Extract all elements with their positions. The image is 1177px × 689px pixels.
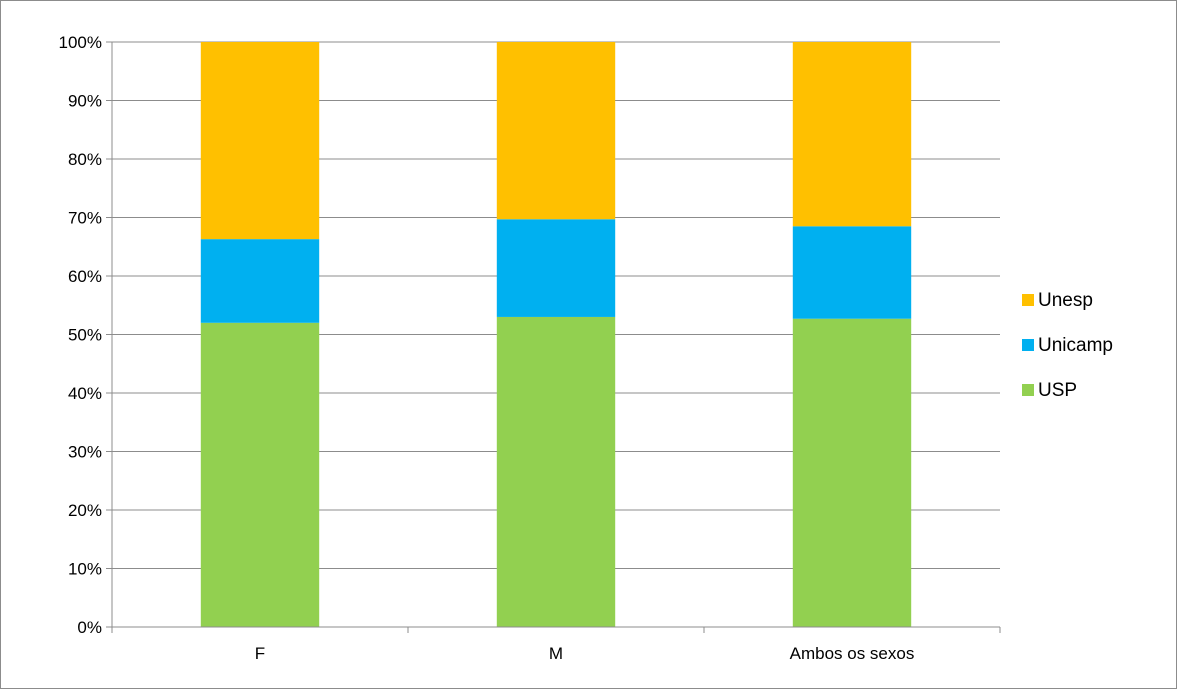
y-tick-label: 60% [68,267,102,286]
bar-segment-unicamp-f [200,239,320,323]
bar-segment-usp-ambos-os-sexos [792,318,912,627]
y-axis-tick-labels: 0% 10% 20% 30% 40% 50% 60% 70% 80% 90% 100% [59,33,102,637]
bar-segment-unesp-f [200,42,320,240]
bars [200,42,912,627]
legend-swatch-unesp [1022,294,1034,306]
bar-segment-usp-m [496,316,616,627]
legend-swatch-unicamp [1022,339,1034,351]
legend-label-unesp: Unesp [1038,290,1093,311]
y-tick-label: 50% [68,326,102,345]
y-tick-label: 40% [68,384,102,403]
legend-label-unicamp: Unicamp [1038,335,1113,356]
bar-segment-unicamp-m [496,219,616,317]
x-category-label: F [255,644,265,663]
y-tick-label: 10% [68,560,102,579]
y-tick-label: 70% [68,209,102,228]
y-tick-label: 0% [77,618,102,637]
y-tick-label: 20% [68,501,102,520]
axes [106,41,1001,633]
bar-segment-unesp-m [496,42,616,220]
bar-segment-usp-f [200,322,320,627]
y-tick-label: 80% [68,150,102,169]
legend-swatch-usp [1022,384,1034,396]
legend: Unesp Unicamp USP [1022,290,1113,401]
bar-segment-unicamp-ambos-os-sexos [792,226,912,319]
bar-segment-unesp-ambos-os-sexos [792,42,912,227]
y-tick-label: 30% [68,443,102,462]
legend-label-usp: USP [1038,380,1077,401]
x-category-label: Ambos os sexos [790,644,915,663]
x-category-label: M [549,644,563,663]
y-tick-label: 90% [68,92,102,111]
y-tick-label: 100% [59,33,102,52]
x-axis-category-labels: F M Ambos os sexos [255,644,915,663]
